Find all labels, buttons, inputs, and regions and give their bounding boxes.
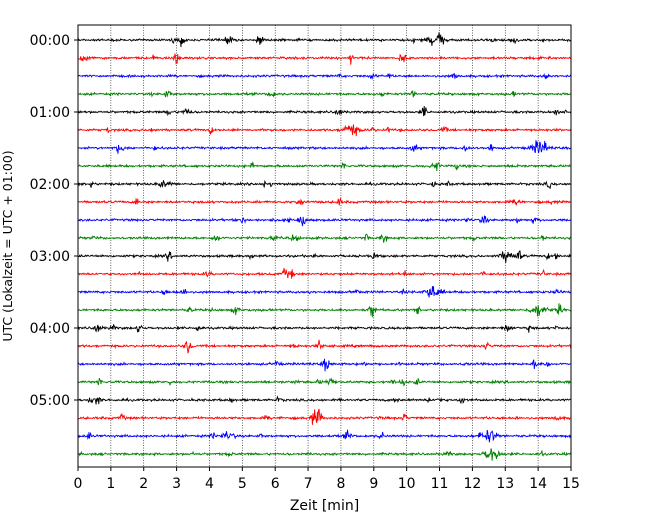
x-tick-label: 14 xyxy=(529,476,547,492)
y-tick-label: 02:00 xyxy=(30,177,70,193)
seismic-trace xyxy=(77,358,572,372)
seismic-trace xyxy=(77,106,572,117)
x-tick-label: 13 xyxy=(496,476,514,492)
seismic-trace xyxy=(77,161,572,171)
seismic-trace xyxy=(77,179,572,189)
grid-lines xyxy=(110,25,539,467)
seismic-trace xyxy=(77,408,572,425)
x-tick-label: 12 xyxy=(463,476,481,492)
seismic-trace xyxy=(77,89,572,98)
y-tick-label: 04:00 xyxy=(30,321,70,337)
seismic-trace xyxy=(77,52,572,65)
x-tick-label: 6 xyxy=(271,476,280,492)
seismic-trace xyxy=(77,377,572,387)
seismic-trace xyxy=(77,233,572,243)
y-tick-label: 01:00 xyxy=(30,105,70,121)
seismic-trace xyxy=(77,395,572,405)
seismic-trace xyxy=(77,72,572,81)
seismic-trace xyxy=(77,140,572,154)
x-tick-label: 1 xyxy=(106,476,115,492)
seismic-trace xyxy=(77,32,572,48)
seismic-trace xyxy=(77,250,572,263)
seismic-trace xyxy=(77,339,572,354)
x-tick-label: 9 xyxy=(369,476,378,492)
x-tick-label: 4 xyxy=(205,476,214,492)
plot-frame xyxy=(77,24,572,468)
x-tick-label: 0 xyxy=(74,476,83,492)
y-tick-label: 03:00 xyxy=(30,249,70,265)
seismic-trace xyxy=(77,303,572,318)
seismic-trace xyxy=(77,268,572,279)
x-tick-label: 7 xyxy=(304,476,313,492)
x-tick-label: 15 xyxy=(562,476,580,492)
x-tick-label: 5 xyxy=(238,476,247,492)
traces xyxy=(77,32,572,461)
y-axis-title: UTC (Lokalzeit = UTC + 01:00) xyxy=(0,150,15,341)
x-tick-label: 8 xyxy=(336,476,345,492)
seismic-trace xyxy=(77,429,572,443)
x-tick-label: 11 xyxy=(431,476,449,492)
seismic-trace xyxy=(77,215,572,227)
y-tick-label: 05:00 xyxy=(30,393,70,409)
seismic-trace xyxy=(77,448,572,461)
x-tick-label: 2 xyxy=(139,476,148,492)
y-axis-ticks: 00:00 01:00 02:00 03:00 04:00 05:00 xyxy=(30,33,78,409)
x-tick-label: 3 xyxy=(172,476,181,492)
seismic-trace xyxy=(77,124,572,137)
plot-area xyxy=(78,25,571,467)
x-axis-ticks: 0 1 2 3 4 5 6 7 8 9 10 11 12 13 14 15 xyxy=(74,467,580,492)
x-axis-title: Zeit [min] xyxy=(290,498,359,514)
seismic-trace xyxy=(77,286,572,298)
x-tick-label: 10 xyxy=(398,476,416,492)
seismic-trace xyxy=(77,196,572,206)
y-tick-label: 00:00 xyxy=(30,33,70,49)
seismic-trace xyxy=(77,324,572,333)
